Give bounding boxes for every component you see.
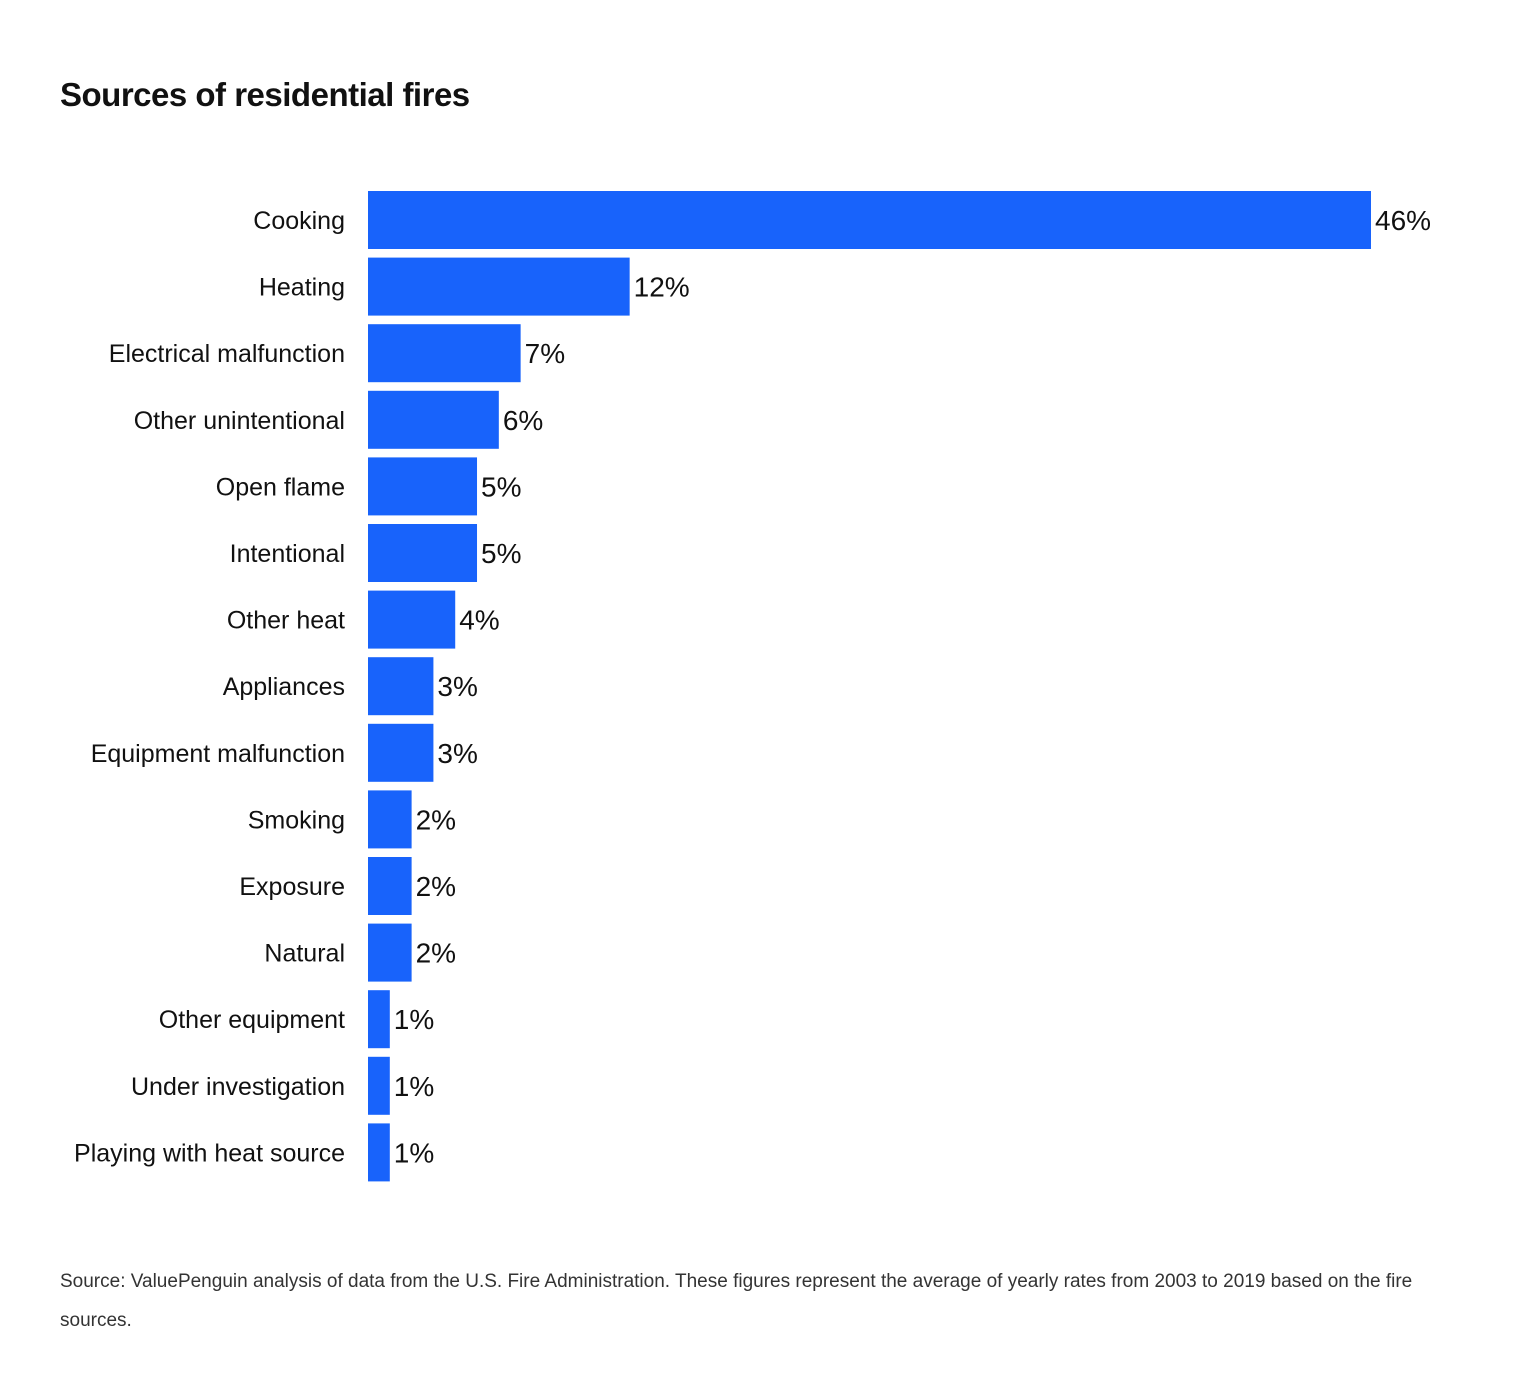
bar <box>368 524 478 582</box>
category-label: Exposure <box>239 873 345 901</box>
bar <box>368 1123 390 1182</box>
bar <box>368 857 412 915</box>
category-label: Playing with heat source <box>74 1139 345 1167</box>
bar <box>368 990 390 1049</box>
category-label: Equipment malfunction <box>91 740 345 768</box>
value-label: 3% <box>437 738 477 769</box>
bar <box>368 723 434 782</box>
bar-chart: Cooking 46% Heating 12% Electrical malfuncti… <box>74 191 1431 1182</box>
value-label: 12% <box>634 272 690 303</box>
category-label: Appliances <box>223 673 345 701</box>
value-label: 2% <box>416 804 456 835</box>
category-label: Under investigation <box>131 1073 345 1101</box>
bars-group: Cooking 46% Heating 12% Electrical malfuncti… <box>74 191 1431 1182</box>
category-label: Other unintentional <box>134 407 345 435</box>
category-label: Other heat <box>227 607 345 635</box>
value-label: 5% <box>481 471 521 502</box>
value-label: 7% <box>525 338 565 369</box>
value-label: 1% <box>394 1137 434 1168</box>
bar <box>368 257 630 316</box>
value-label: 4% <box>459 605 499 636</box>
value-label: 1% <box>394 1071 434 1102</box>
category-label: Electrical malfunction <box>109 340 345 368</box>
source-note: Source: ValuePenguin analysis of data fr… <box>60 1271 1413 1331</box>
value-label: 46% <box>1375 205 1431 236</box>
category-label: Smoking <box>248 806 345 834</box>
value-label: 1% <box>394 1004 434 1035</box>
value-label: 2% <box>416 871 456 902</box>
value-label: 6% <box>503 405 543 436</box>
bar <box>368 191 1371 249</box>
bar <box>368 1056 390 1115</box>
bar <box>368 657 434 716</box>
category-label: Natural <box>264 940 345 968</box>
category-label: Other equipment <box>159 1006 345 1034</box>
bar <box>368 324 521 383</box>
category-label: Cooking <box>253 207 345 235</box>
value-label: 2% <box>416 938 456 969</box>
category-label: Open flame <box>216 473 345 501</box>
bar <box>368 790 412 849</box>
value-label: 5% <box>481 538 521 569</box>
chart-title: Sources of residential fires <box>60 76 470 113</box>
category-label: Intentional <box>230 540 345 568</box>
bar <box>368 923 412 982</box>
bar <box>368 390 499 449</box>
bar <box>368 457 478 516</box>
category-label: Heating <box>259 274 345 302</box>
value-label: 3% <box>437 671 477 702</box>
bar <box>368 590 456 649</box>
